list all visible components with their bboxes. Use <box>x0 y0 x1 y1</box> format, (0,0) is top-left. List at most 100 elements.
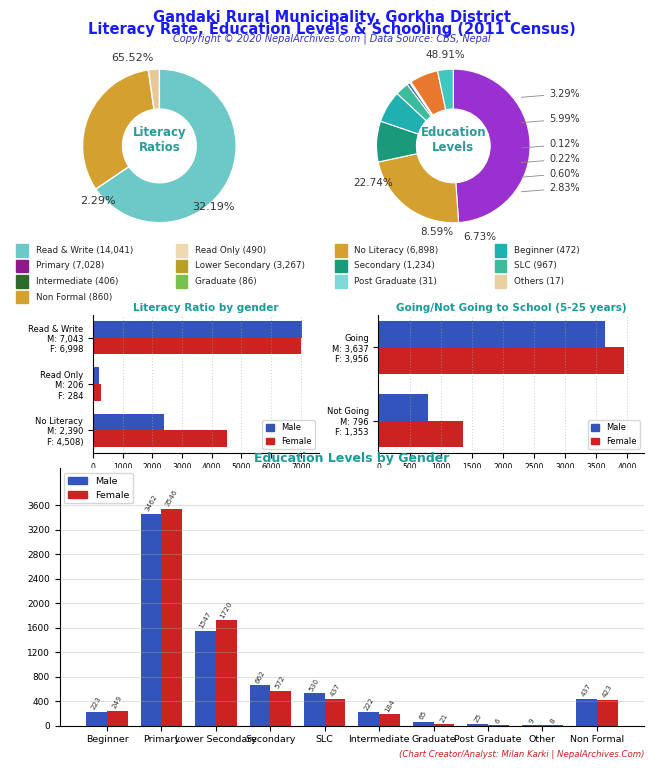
Wedge shape <box>376 121 418 162</box>
FancyBboxPatch shape <box>335 260 347 273</box>
Text: Copyright © 2020 NepalArchives.Com | Data Source: CBS, Nepal: Copyright © 2020 NepalArchives.Com | Dat… <box>173 34 491 45</box>
Bar <box>195 631 216 726</box>
Text: 223: 223 <box>90 696 103 711</box>
Legend: Male, Female: Male, Female <box>64 473 133 504</box>
Bar <box>467 724 488 726</box>
Bar <box>93 338 301 354</box>
Text: 8: 8 <box>549 717 556 724</box>
Text: 3.29%: 3.29% <box>521 88 580 99</box>
Text: Others (17): Others (17) <box>514 277 564 286</box>
FancyBboxPatch shape <box>495 275 506 288</box>
Text: Graduate (86): Graduate (86) <box>195 277 257 286</box>
Text: 184: 184 <box>383 698 396 713</box>
Text: 6.73%: 6.73% <box>463 231 497 242</box>
Text: 2.83%: 2.83% <box>521 183 580 194</box>
Text: 22.74%: 22.74% <box>353 177 392 188</box>
Text: 2.29%: 2.29% <box>80 196 116 207</box>
Bar <box>93 414 164 430</box>
Text: 0.22%: 0.22% <box>521 154 580 164</box>
Bar <box>378 394 428 421</box>
FancyBboxPatch shape <box>176 275 187 288</box>
Text: Secondary (1,234): Secondary (1,234) <box>355 261 435 270</box>
Text: 48.91%: 48.91% <box>426 50 465 61</box>
Bar <box>378 347 624 374</box>
Text: 5.99%: 5.99% <box>521 114 580 124</box>
Text: 222: 222 <box>363 696 375 711</box>
Text: Gandaki Rural Municipality, Gorkha District: Gandaki Rural Municipality, Gorkha Distr… <box>153 10 511 25</box>
Text: Beginner (472): Beginner (472) <box>514 246 580 255</box>
Text: 1547: 1547 <box>199 611 212 630</box>
Text: Intermediate (406): Intermediate (406) <box>36 277 118 286</box>
Text: 32.19%: 32.19% <box>192 202 234 213</box>
Wedge shape <box>410 82 433 115</box>
Text: 1720: 1720 <box>219 601 234 619</box>
Text: Education
Levels: Education Levels <box>420 126 486 154</box>
Text: Read Only (490): Read Only (490) <box>195 246 266 255</box>
Title: Literacy Ratio by gender: Literacy Ratio by gender <box>133 303 279 313</box>
Wedge shape <box>410 82 433 116</box>
Text: 423: 423 <box>601 684 614 699</box>
FancyBboxPatch shape <box>335 244 347 257</box>
Text: 21: 21 <box>439 713 449 723</box>
Text: Non Formal (860): Non Formal (860) <box>36 293 112 302</box>
Text: 8.59%: 8.59% <box>420 227 453 237</box>
Text: 65: 65 <box>418 710 428 720</box>
Bar <box>107 710 127 726</box>
Bar <box>216 621 236 726</box>
FancyBboxPatch shape <box>17 275 28 288</box>
Text: 662: 662 <box>254 669 266 684</box>
Text: 437: 437 <box>329 683 341 698</box>
Bar <box>141 514 161 726</box>
FancyBboxPatch shape <box>495 244 506 257</box>
Bar <box>86 712 107 726</box>
Bar <box>434 724 454 726</box>
Wedge shape <box>82 70 154 189</box>
Wedge shape <box>96 69 236 223</box>
FancyBboxPatch shape <box>17 244 28 257</box>
Bar <box>379 714 400 726</box>
Text: Literacy
Ratios: Literacy Ratios <box>133 126 186 154</box>
Bar <box>250 685 270 726</box>
Bar <box>576 699 597 726</box>
Text: 65.52%: 65.52% <box>112 52 153 63</box>
Bar <box>93 367 99 384</box>
Text: 25: 25 <box>473 712 483 723</box>
Text: Lower Secondary (3,267): Lower Secondary (3,267) <box>195 261 305 270</box>
Text: 0.60%: 0.60% <box>521 168 580 179</box>
Bar <box>93 430 227 447</box>
Title: Going/Not Going to School (5-25 years): Going/Not Going to School (5-25 years) <box>396 303 627 313</box>
FancyBboxPatch shape <box>17 291 28 303</box>
Legend: Male, Female: Male, Female <box>262 420 315 449</box>
Wedge shape <box>411 71 446 115</box>
Wedge shape <box>378 154 459 223</box>
Bar <box>93 321 302 338</box>
FancyBboxPatch shape <box>17 260 28 273</box>
Text: 437: 437 <box>580 683 592 698</box>
Bar <box>270 690 291 726</box>
Text: 530: 530 <box>308 677 321 692</box>
Bar <box>93 384 102 401</box>
Bar <box>378 321 605 347</box>
Text: 249: 249 <box>112 694 124 710</box>
Text: Read & Write (14,041): Read & Write (14,041) <box>36 246 133 255</box>
Bar <box>378 421 463 447</box>
Text: 9: 9 <box>529 717 536 724</box>
Wedge shape <box>454 69 530 223</box>
Text: (Chart Creator/Analyst: Milan Karki | NepalArchives.Com): (Chart Creator/Analyst: Milan Karki | Ne… <box>398 750 644 759</box>
Bar <box>597 700 618 726</box>
Legend: Male, Female: Male, Female <box>588 420 640 449</box>
Bar <box>161 508 182 726</box>
Bar <box>325 699 345 726</box>
Text: Post Graduate (31): Post Graduate (31) <box>355 277 437 286</box>
Text: 572: 572 <box>274 674 287 690</box>
Text: No Literacy (6,898): No Literacy (6,898) <box>355 246 438 255</box>
Bar <box>359 712 379 726</box>
Text: 3546: 3546 <box>165 488 179 508</box>
Wedge shape <box>407 83 432 117</box>
Text: Literacy Rate, Education Levels & Schooling (2011 Census): Literacy Rate, Education Levels & School… <box>88 22 576 37</box>
FancyBboxPatch shape <box>335 275 347 288</box>
Wedge shape <box>148 69 159 109</box>
Title: Education Levels by Gender: Education Levels by Gender <box>254 452 450 465</box>
Text: SLC (967): SLC (967) <box>514 261 556 270</box>
Text: 0.12%: 0.12% <box>521 139 580 150</box>
